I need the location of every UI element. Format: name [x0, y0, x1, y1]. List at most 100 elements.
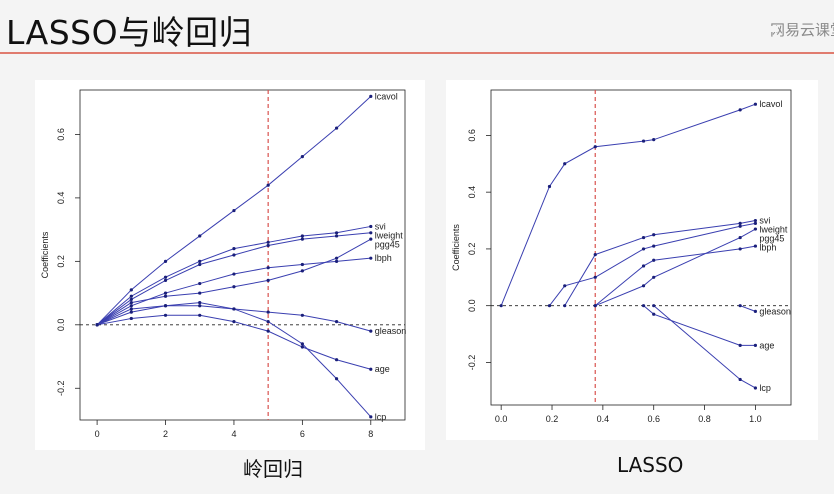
lasso-point-lcp: [652, 304, 656, 308]
lasso-series-lbph: [594, 245, 756, 307]
lasso-point-lcp: [753, 386, 758, 390]
lasso-point-lcavol: [593, 145, 597, 149]
ridge-point-lweight: [300, 237, 304, 241]
ridge-series-label-lcp: lcp: [375, 412, 387, 422]
lasso-point-svi: [652, 233, 656, 237]
ridge-xtick-label: 2: [163, 429, 168, 439]
lasso-point-lbph: [738, 247, 742, 251]
ridge-point-svi: [198, 259, 202, 263]
lasso-point-lbph: [652, 258, 656, 262]
lasso-point-age: [652, 312, 656, 316]
ridge-point-lcp: [198, 300, 202, 305]
lasso-series-svi: [564, 220, 756, 306]
lasso-chart: -0.2 0.0 0.2 0.4 0.6 0.0 0.2 0.4 0.6 0.8 1.0 Coeffi…: [451, 89, 792, 424]
ridge-point-lcp: [369, 415, 373, 419]
ridge-point-pgg45: [266, 278, 270, 282]
ridge-point-lcavol: [300, 155, 304, 159]
ridge-point-age: [369, 367, 373, 371]
lasso-point-lcavol: [652, 138, 656, 142]
lasso-xtick-label: 0.8: [698, 414, 711, 424]
lasso-series-label-lbph: lbph: [759, 243, 776, 253]
ridge-ytick-label: -0.2: [56, 381, 66, 397]
ridge-point-gleason: [369, 329, 373, 333]
ridge-point-lbph: [334, 259, 339, 263]
ridge-series-label-gleason: gleason: [375, 326, 407, 336]
lasso-series-label-lweight: lweight: [759, 225, 788, 235]
lasso-ytick-label: 0.4: [467, 186, 477, 199]
title-divider: [0, 52, 834, 54]
lasso-point-gleason: [753, 309, 758, 313]
ridge-series-label-lweight: lweight: [375, 230, 404, 240]
ridge-point-lbph: [300, 262, 304, 267]
ridge-point-lcavol: [266, 183, 270, 187]
ridge-point-lweight: [334, 234, 339, 238]
ridge-point-lcavol: [232, 208, 236, 213]
lasso-point-pgg45: [738, 235, 742, 240]
lasso-point-lcavol: [547, 184, 552, 189]
ridge-point-lweight: [266, 243, 270, 248]
ridge-ylabel: Coefficients: [40, 231, 50, 278]
lasso-point-pgg45: [753, 227, 758, 231]
watermark: 网易云课堂: [764, 18, 834, 40]
ridge-point-svi: [129, 294, 133, 298]
ridge-series-age: [97, 314, 371, 370]
ridge-point-pgg45: [334, 256, 339, 260]
ridge-point-age: [163, 313, 168, 317]
lasso-point-age: [753, 343, 758, 348]
watermark-text: 网易云课堂: [770, 21, 834, 39]
ridge-point-gleason: [266, 310, 270, 314]
ridge-ytick-label: 0.0: [56, 319, 66, 332]
ridge-point-age: [300, 345, 304, 349]
lasso-point-pgg45: [652, 275, 656, 279]
ridge-point-lbph: [232, 272, 236, 276]
lasso-series-lcavol: [500, 103, 756, 306]
lasso-ytick-label: 0.6: [467, 129, 477, 142]
lasso-point-svi: [641, 235, 646, 240]
lasso-series-age: [643, 305, 756, 346]
lasso-point-svi: [563, 304, 567, 308]
lasso-point-svi: [593, 252, 597, 257]
ridge-point-lbph: [129, 304, 133, 308]
ridge-point-lcavol: [198, 234, 202, 238]
lasso-xtick-label: 0.6: [647, 414, 660, 424]
lasso-point-lweight: [547, 304, 552, 308]
ridge-point-pgg45: [163, 294, 168, 298]
ridge-point-lweight: [232, 253, 236, 257]
ridge-point-lcp: [232, 307, 236, 311]
lasso-series-label-svi: svi: [759, 216, 770, 226]
lasso-series-pgg45: [595, 228, 756, 307]
lasso-series-label-lcavol: lcavol: [759, 99, 782, 109]
lasso-point-age: [738, 343, 742, 348]
ridge-point-lcp: [163, 304, 168, 308]
ridge-series-label-age: age: [375, 364, 390, 374]
lasso-series-lweight: [549, 222, 756, 306]
lasso-point-lcavol: [499, 304, 503, 308]
ridge-point-svi: [232, 247, 236, 251]
lasso-caption: LASSO: [617, 453, 684, 477]
lasso-xtick-label: 0.0: [495, 414, 508, 424]
ridge-point-gleason: [300, 313, 304, 317]
ridge-point-lcavol: [369, 94, 373, 98]
ridge-plot-frame: [79, 89, 406, 421]
ridge-point-lbph: [369, 256, 373, 260]
lasso-ytick-label: 0.2: [467, 243, 477, 256]
ridge-caption: 岭回归: [243, 457, 303, 481]
lasso-point-lcavol: [753, 102, 758, 106]
lasso-xtick-label: 0.2: [546, 414, 559, 424]
lasso-series-label-pgg45: pgg45: [759, 234, 784, 244]
lasso-point-lcp: [738, 377, 742, 382]
ridge-ytick-label: 0.6: [56, 128, 66, 141]
lasso-point-lweight: [641, 247, 646, 251]
ridge-point-svi: [266, 240, 270, 244]
ridge-xtick-label: 8: [368, 429, 373, 439]
lasso-point-lweight: [753, 221, 758, 225]
ridge-point-lweight: [198, 262, 202, 267]
ridge-series-lcp: [96, 302, 372, 418]
ridge-point-lcp: [334, 377, 339, 381]
ridge-point-pgg45: [300, 269, 304, 273]
ridge-point-age: [129, 316, 133, 321]
lasso-plot-frame: [490, 89, 792, 406]
ridge-point-lcavol: [129, 288, 133, 292]
lasso-point-lcavol: [738, 108, 742, 112]
lasso-point-lweight: [738, 224, 742, 228]
